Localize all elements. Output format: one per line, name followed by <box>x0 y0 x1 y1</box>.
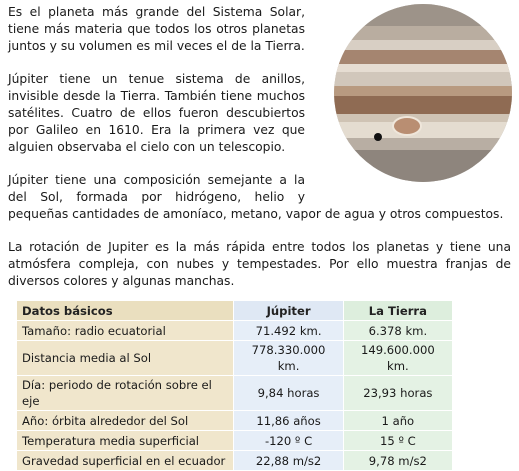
basic-data-table: Datos básicos Júpiter La Tierra Tamaño: … <box>15 300 454 471</box>
jupiter-value: 778.330.000 km. <box>233 340 344 376</box>
jupiter-value: 9,84 horas <box>233 375 344 411</box>
row-label: Año: órbita alrededor del Sol <box>15 410 235 431</box>
row-label: Gravedad superficial en el ecuador <box>15 450 235 471</box>
jupiter-value: 11,86 años <box>233 410 344 431</box>
header-earth: La Tierra <box>342 300 454 321</box>
article: Es el planeta más grande del Sistema Sol… <box>8 4 512 288</box>
jupiter-planet-image <box>334 4 512 182</box>
earth-value: 6.378 km. <box>342 320 454 341</box>
paragraph-1: Es el planeta más grande del Sistema Sol… <box>8 5 305 53</box>
paragraph-3: Júpiter tiene una composición semejante … <box>8 173 504 221</box>
earth-value: 149.600.000 km. <box>342 340 454 376</box>
earth-value: 15 º C <box>342 430 454 451</box>
earth-value: 9,78 m/s2 <box>342 450 454 471</box>
earth-value: 1 año <box>342 410 454 431</box>
table-header-row: Datos básicos Júpiter La Tierra <box>15 300 454 321</box>
row-label: Día: periodo de rotación sobre el eje <box>15 375 235 411</box>
table-row: Día: periodo de rotación sobre el eje 9,… <box>15 375 454 411</box>
table-row: Año: órbita alrededor del Sol 11,86 años… <box>15 410 454 431</box>
header-basic-data: Datos básicos <box>15 300 235 321</box>
row-label: Distancia media al Sol <box>15 340 235 376</box>
page: Es el planeta más grande del Sistema Sol… <box>8 4 512 471</box>
table-row: Tamaño: radio ecuatorial 71.492 km. 6.37… <box>15 320 454 341</box>
jupiter-value: 22,88 m/s2 <box>233 450 344 471</box>
table-row: Distancia media al Sol 778.330.000 km. 1… <box>15 340 454 376</box>
table-row: Temperatura media superficial -120 º C 1… <box>15 430 454 451</box>
great-red-spot <box>392 116 422 136</box>
table-row: Gravedad superficial en el ecuador 22,88… <box>15 450 454 471</box>
jupiter-image-container <box>311 4 512 190</box>
header-jupiter: Júpiter <box>233 300 344 321</box>
earth-value: 23,93 horas <box>342 375 454 411</box>
row-label: Temperatura media superficial <box>15 430 235 451</box>
row-label: Tamaño: radio ecuatorial <box>15 320 235 341</box>
paragraph-2: Júpiter tiene un tenue sistema de anillo… <box>8 72 305 154</box>
jupiter-value: 71.492 km. <box>233 320 344 341</box>
moon-shadow <box>374 133 382 141</box>
jupiter-value: -120 º C <box>233 430 344 451</box>
paragraph-4: La rotación de Jupiter es la más rápida … <box>8 240 511 288</box>
